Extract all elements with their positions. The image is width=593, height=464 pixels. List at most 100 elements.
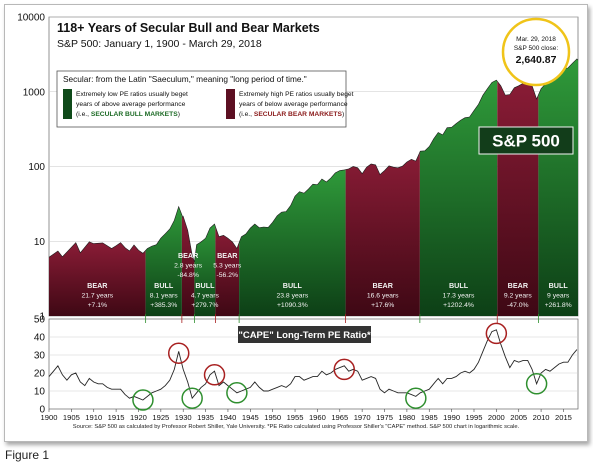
svg-text:S&P 500: S&P 500 (492, 132, 560, 151)
period-duration: 17.3 years (443, 293, 475, 300)
period-return: -56.2% (216, 272, 238, 279)
price-y-axis: 1 10 100 1000 10000 (17, 13, 45, 323)
bull-period-label: BULL 9 years +261.8% (545, 281, 572, 309)
price-y-tick-label: 1000 (23, 87, 46, 98)
bull-period-area (194, 224, 216, 316)
bear-legend-line2: years of below average performance (239, 101, 348, 108)
bull-period-label: BULL 23.8 years +1090.3% (276, 281, 308, 309)
bear-period-label: BEAR 21.7 years +7.1% (81, 281, 113, 309)
bear-period-area (49, 241, 146, 316)
secular-definition: Secular: from the Latin "Saeculum," mean… (63, 74, 307, 84)
figure-frame: 1 10 100 1000 10000 BEAR 21.7 years +7.1% BULL 8… (4, 4, 588, 442)
bear-legend-line1: Extremely high PE ratios usually beget (239, 91, 354, 98)
period-connectors (145, 314, 539, 323)
year-tick-label: 1945 (242, 413, 259, 422)
period-duration: 4.7 years (191, 293, 220, 300)
year-tick-label: 1910 (85, 413, 102, 422)
cape-trough-circle (226, 382, 248, 404)
period-duration: 21.7 years (81, 293, 113, 300)
period-duration: 23.8 years (276, 293, 308, 300)
price-y-tick-label: 100 (28, 162, 45, 173)
bull-legend-line3: (i.e., SECULAR BULL MARKETS) (76, 111, 180, 118)
bear-period-area (215, 226, 240, 316)
close-callout: Mar. 29, 2018 S&P 500 close: 2,640.87 (501, 17, 571, 87)
cape-y-tick-label: 20 (34, 369, 46, 380)
year-tick-label: 1920 (130, 413, 147, 422)
cape-extreme-circles (132, 322, 548, 411)
period-kind: BEAR (217, 251, 238, 260)
bear-period-label: BEAR 16.6 years +17.6% (367, 281, 399, 309)
period-kind: BULL (449, 281, 469, 290)
period-kind: BULL (549, 281, 569, 290)
year-tick-label: 2005 (510, 413, 527, 422)
year-tick-label: 1980 (398, 413, 415, 422)
bear-legend-line3: (i.e., SECULAR BEAR MARKETS) (239, 111, 344, 118)
year-tick-label: 1955 (287, 413, 304, 422)
year-x-axis: 1900 1905 1910 1915 1920 1925 1930 1935 1940 1945… (41, 409, 572, 422)
year-tick-label: 1925 (152, 413, 169, 422)
bear-period-area (181, 214, 195, 316)
period-kind: BULL (154, 281, 174, 290)
bear-period-label: BEAR 2.8 years -84.8% (174, 251, 203, 279)
legend-box: Secular: from the Latin "Saeculum," mean… (56, 70, 354, 128)
period-return: -47.0% (507, 302, 529, 309)
price-y-tick-label: 1 (39, 312, 45, 323)
bull-legend-line2: years of above average performance (76, 101, 186, 108)
price-y-tick-label: 10 (34, 237, 46, 248)
callout-date: Mar. 29, 2018 (516, 36, 556, 43)
year-tick-label: 1940 (219, 413, 236, 422)
period-duration: 5.3 years (213, 263, 242, 270)
bull-period-label: BULL 17.3 years +1202.4% (443, 281, 475, 309)
bull-period-area (538, 58, 578, 316)
bull-period-area (239, 169, 346, 316)
year-tick-label: 2015 (555, 413, 572, 422)
bear-period-label: BEAR 5.3 years -56.2% (213, 251, 242, 279)
period-return: +385.3% (150, 302, 177, 309)
period-duration: 16.6 years (367, 293, 399, 300)
period-areas (49, 58, 578, 316)
period-duration: 2.8 years (174, 263, 203, 270)
cape-trough-circle (525, 373, 548, 395)
period-duration: 9.2 years (504, 293, 533, 300)
cape-y-tick-label: 10 (34, 387, 46, 398)
year-tick-label: 1970 (354, 413, 371, 422)
year-tick-label: 1985 (421, 413, 438, 422)
period-return: +7.1% (88, 302, 107, 309)
bull-period-area (145, 206, 182, 316)
callout-label: S&P 500 close: (514, 45, 559, 52)
year-tick-label: 1915 (108, 413, 125, 422)
bear-period-area (345, 152, 420, 316)
period-kind: BEAR (178, 251, 199, 260)
period-kind: BULL (283, 281, 303, 290)
bear-period-label: BEAR 9.2 years -47.0% (504, 281, 533, 309)
bull-legend-line1: Extremely low PE ratios usually beget (76, 91, 188, 98)
year-tick-label: 1990 (443, 413, 460, 422)
period-return: +17.6% (371, 302, 394, 309)
cape-y-tick-label: 40 (34, 333, 46, 344)
period-kind: BULL (195, 281, 215, 290)
cape-y-tick-label: 0 (39, 405, 45, 416)
sp500-price-line (48, 58, 579, 262)
year-tick-label: 1935 (197, 413, 214, 422)
cape-y-tick-label: 30 (34, 351, 46, 362)
source-note: Source: S&P 500 as calculated by Profess… (73, 424, 520, 430)
bull-swatch (63, 89, 72, 119)
period-return: -84.8% (177, 272, 199, 279)
period-return: +1202.4% (443, 302, 474, 309)
figure-caption: Figure 1 (5, 448, 50, 462)
period-duration: 9 years (547, 293, 570, 300)
year-tick-label: 1900 (41, 413, 58, 422)
period-return: +1090.3% (277, 302, 308, 309)
chart-title: 118+ Years of Secular Bull and Bear Mark… (57, 21, 320, 35)
cape-peak-circle (167, 342, 190, 364)
bull-period-label: BULL 4.7 years +279.7% (191, 281, 220, 309)
cape-trough-circle (405, 387, 427, 409)
period-duration: 8.1 years (150, 293, 179, 300)
year-tick-label: 1930 (175, 413, 192, 422)
cape-peak-circle (333, 358, 356, 381)
svg-text:"CAPE" Long-Term PE Ratio*: "CAPE" Long-Term PE Ratio* (238, 330, 371, 341)
period-kind: BEAR (87, 281, 108, 290)
bull-period-label: BULL 8.1 years +385.3% (150, 281, 179, 309)
bull-period-area (419, 80, 498, 316)
